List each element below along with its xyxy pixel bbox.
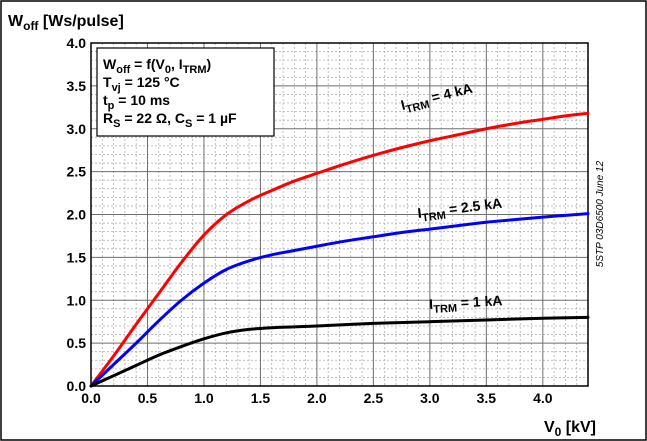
series-line-1 bbox=[89, 212, 590, 388]
axis-titles: Woff [Ws/pulse] V0 [kV] 5STP 03D6500 June … bbox=[8, 13, 606, 439]
x-tick-label: 1.5 bbox=[251, 390, 271, 406]
x-tick-label: 2.5 bbox=[364, 390, 384, 406]
y-tick-label: 1.0 bbox=[67, 292, 87, 308]
document-id: 5STP 03D6500 June 12 bbox=[595, 160, 606, 267]
condition-line: RS = 22 Ω, CS = 1 µF bbox=[103, 110, 237, 130]
series-label-2: ITRM = 1 kA bbox=[429, 292, 503, 316]
condition-line: Woff = f(V0, ITRM) bbox=[103, 56, 211, 76]
x-tick-label: 4.0 bbox=[533, 390, 553, 406]
y-tick-label: 1.5 bbox=[67, 249, 87, 265]
y-tick-label: 0.5 bbox=[67, 335, 87, 351]
x-tick-label: 3.5 bbox=[477, 390, 497, 406]
x-tick-label: 0.5 bbox=[138, 390, 158, 406]
y-tick-label: 0.0 bbox=[67, 378, 87, 394]
tick-labels: 0.0 0.5 1.0 1.5 2.0 2.5 3.0 3.5 4.0 0.0 0.5 1.0 1.5 2… bbox=[67, 35, 553, 406]
series-line-2 bbox=[89, 315, 590, 388]
y-tick-label: 2.5 bbox=[67, 164, 87, 180]
x-tick-label: 2.0 bbox=[307, 390, 327, 406]
condition-box-frame bbox=[96, 47, 275, 137]
series-label-1: ITRM = 2.5 kA bbox=[417, 195, 504, 225]
y-tick-label: 3.0 bbox=[67, 121, 87, 137]
y-tick-label: 3.5 bbox=[67, 78, 87, 94]
y-axis-title: Woff [Ws/pulse] bbox=[8, 13, 124, 33]
series-lines bbox=[89, 111, 590, 388]
x-tick-label: 3.0 bbox=[420, 390, 440, 406]
series-line-0 bbox=[89, 111, 590, 388]
x-tick-label: 1.0 bbox=[194, 390, 214, 406]
condition-line: tp = 10 ms bbox=[103, 92, 170, 112]
y-tick-label: 4.0 bbox=[67, 35, 87, 51]
x-axis-title: V0 [kV] bbox=[544, 419, 596, 439]
condition-line: Tvj = 125 °C bbox=[103, 74, 180, 94]
x-tick-label: 0.0 bbox=[81, 390, 101, 406]
y-tick-label: 2.0 bbox=[67, 207, 87, 223]
condition-box: Woff = f(V0, ITRM)Tvj = 125 °Ctp = 10 ms… bbox=[96, 47, 275, 137]
